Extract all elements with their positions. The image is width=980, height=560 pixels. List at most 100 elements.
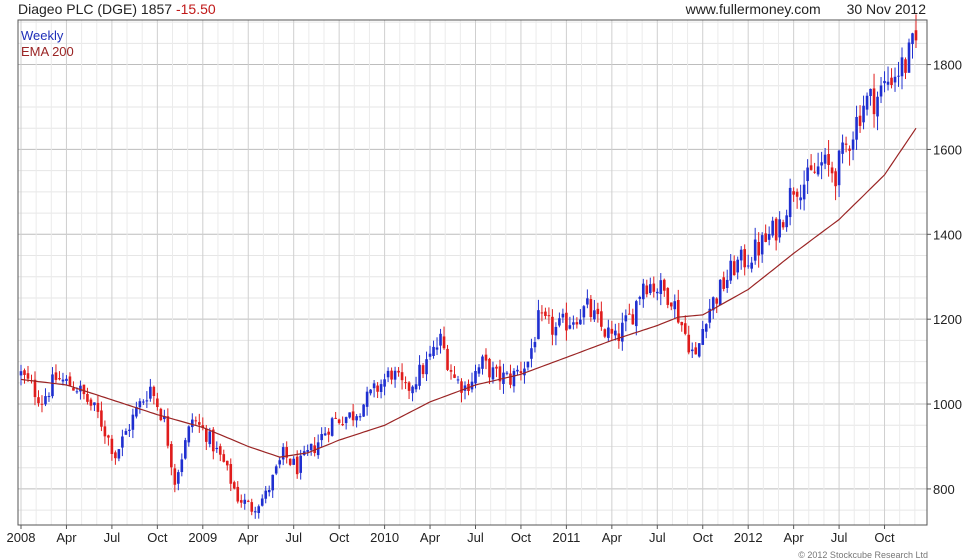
candle	[208, 427, 212, 448]
candle	[893, 67, 897, 92]
candle	[407, 381, 411, 400]
candle-body	[243, 499, 247, 504]
candle	[711, 296, 715, 319]
candle-body	[456, 379, 460, 381]
candle	[823, 147, 827, 170]
candle-body	[683, 323, 687, 334]
candle-body	[166, 416, 170, 446]
candle-body	[551, 316, 554, 335]
candle	[540, 305, 544, 322]
candle-body	[253, 511, 257, 513]
candle	[236, 481, 240, 504]
candle	[600, 301, 603, 331]
candle-body	[82, 384, 86, 395]
candle-body	[879, 85, 883, 97]
candle-body	[198, 422, 201, 425]
candle-body	[593, 310, 596, 320]
candle-body	[484, 354, 488, 361]
candle-body	[40, 403, 44, 405]
candle-body	[278, 460, 282, 465]
candle	[816, 152, 820, 177]
candle	[481, 354, 484, 375]
candle-body	[715, 298, 719, 304]
candle-body	[341, 424, 344, 426]
candle-body	[369, 389, 372, 394]
candle	[575, 317, 579, 329]
candle-body	[806, 167, 809, 182]
x-tick-label: Oct	[874, 530, 895, 545]
candle-body	[117, 449, 121, 459]
candle-body	[876, 96, 879, 117]
candle-body	[306, 450, 309, 452]
candle	[589, 294, 593, 322]
candle	[802, 170, 806, 211]
candle	[638, 295, 642, 306]
candle	[177, 469, 180, 491]
candle	[425, 351, 428, 382]
grid-lines	[18, 20, 927, 525]
candle-body	[607, 327, 610, 338]
candle-body	[886, 81, 890, 85]
candle-body	[792, 191, 795, 195]
candle	[753, 227, 757, 265]
candle-body	[152, 386, 156, 397]
candle-body	[100, 410, 103, 427]
candle-body	[250, 502, 254, 512]
candle	[781, 219, 785, 230]
candle-body	[523, 368, 526, 376]
candle	[491, 361, 495, 384]
candle	[348, 412, 351, 419]
x-tick-label: 2012	[734, 530, 763, 545]
candle	[624, 309, 628, 332]
candle	[96, 395, 100, 419]
candle-body	[802, 184, 806, 200]
candle	[61, 372, 65, 386]
candle-body	[267, 490, 271, 493]
candle	[131, 408, 135, 439]
x-tick-label: Oct	[329, 530, 350, 545]
candle	[673, 294, 677, 319]
candle-body	[96, 402, 100, 412]
candle-body	[498, 366, 502, 382]
candle	[170, 441, 173, 476]
candle-body	[299, 455, 302, 473]
candle	[666, 287, 670, 309]
candle	[166, 408, 170, 449]
candle	[697, 343, 701, 358]
candle-body	[477, 367, 481, 374]
candle	[355, 414, 358, 428]
candle-body	[37, 397, 40, 404]
candle	[519, 361, 523, 381]
candle-body	[621, 322, 624, 342]
title-prefix: Diageo PLC (DGE) 1857	[18, 1, 173, 17]
candle-body	[124, 431, 128, 435]
site-link[interactable]: www.fullermoney.com	[685, 1, 821, 17]
candle	[33, 371, 37, 406]
candle	[198, 413, 201, 433]
candle	[400, 363, 404, 390]
candle-body	[439, 333, 442, 346]
candle-body	[893, 76, 897, 83]
candle	[19, 364, 23, 386]
candle	[561, 308, 565, 323]
candle	[302, 445, 306, 457]
x-tick-label: Jul	[104, 530, 121, 545]
candle-body	[470, 381, 474, 390]
candle	[89, 397, 93, 411]
candle-body	[544, 311, 547, 317]
candle-body	[711, 297, 715, 311]
candle-body	[79, 385, 82, 392]
candle	[876, 91, 879, 131]
candle-body	[327, 431, 330, 435]
candle	[488, 357, 491, 385]
candle	[774, 217, 778, 251]
candle	[729, 254, 733, 284]
candle-body	[330, 418, 334, 436]
candle-body	[184, 440, 187, 459]
candle	[456, 375, 460, 384]
candle	[351, 403, 355, 427]
candle-body	[690, 349, 694, 352]
candle-body	[725, 279, 729, 289]
candle	[813, 162, 816, 174]
candle-body	[58, 378, 61, 380]
